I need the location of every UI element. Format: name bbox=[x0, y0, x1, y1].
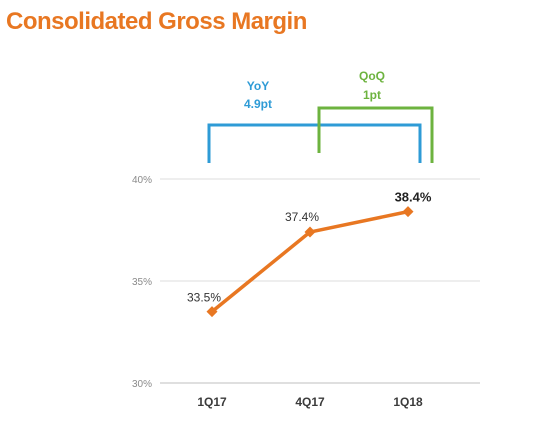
plot-area: 30% 35% 40% 1Q17 4Q17 1Q18 33.5% 37.4% 38.4% bbox=[132, 175, 480, 409]
yoy-label: YoY bbox=[247, 79, 269, 93]
x-tick-label: 4Q17 bbox=[295, 395, 325, 409]
qoq-bracket-line bbox=[317, 106, 434, 163]
data-label: 38.4% bbox=[395, 190, 432, 205]
qoq-bracket: QoQ 1pt bbox=[317, 69, 434, 163]
y-tick-label: 35% bbox=[132, 277, 152, 288]
y-tick-label: 40% bbox=[132, 175, 152, 186]
data-point bbox=[402, 206, 414, 218]
y-tick-label: 30% bbox=[132, 379, 152, 390]
x-tick-label: 1Q17 bbox=[197, 395, 227, 409]
chart-title: Consolidated Gross Margin bbox=[6, 8, 307, 35]
qoq-value: 1pt bbox=[363, 88, 381, 102]
data-label: 37.4% bbox=[285, 210, 319, 224]
x-tick-label: 1Q18 bbox=[393, 395, 423, 409]
qoq-label: QoQ bbox=[359, 69, 385, 83]
data-point bbox=[304, 226, 316, 238]
data-point bbox=[206, 306, 218, 318]
yoy-value: 4.9pt bbox=[244, 97, 272, 111]
yoy-bracket-line bbox=[207, 123, 422, 163]
yoy-bracket: YoY 4.9pt bbox=[207, 79, 422, 163]
data-label: 33.5% bbox=[187, 291, 221, 305]
